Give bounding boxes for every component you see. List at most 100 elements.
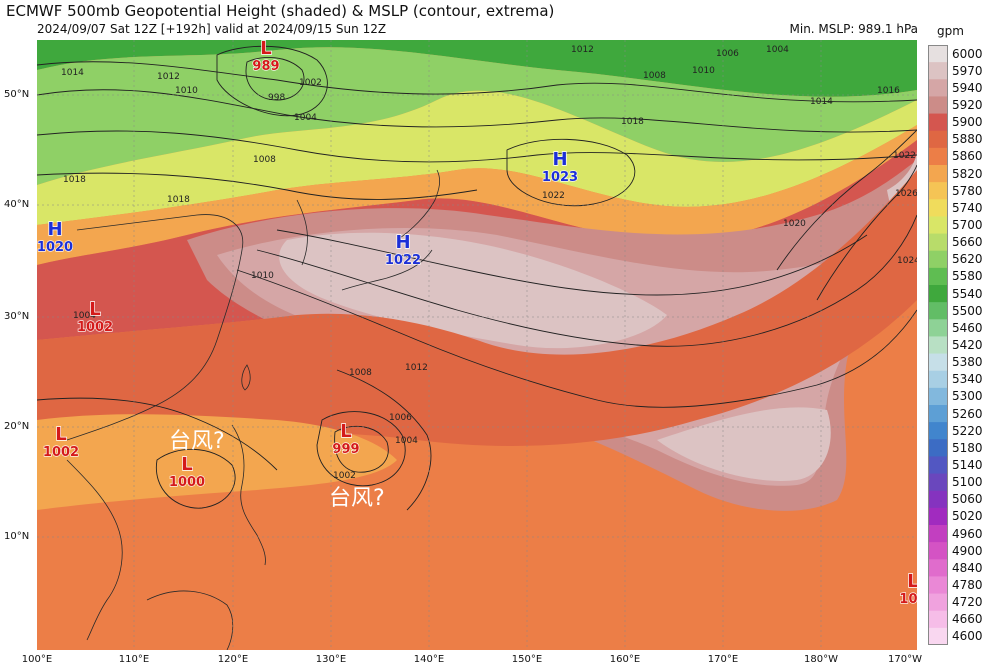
isobar-label: 1008 xyxy=(349,368,372,378)
annotation-layer: 台风? 台风? xyxy=(169,429,385,511)
colorbar-swatch xyxy=(928,456,948,475)
pressure-center-value: 1023 xyxy=(542,170,578,185)
pressure-center-letter: L xyxy=(340,421,351,442)
isobar-north-2 xyxy=(37,89,917,133)
lon-label-110e: 110°E xyxy=(118,654,150,665)
isobar-label: 1018 xyxy=(63,175,86,185)
isobar-south-1 xyxy=(37,397,278,471)
lon-label-170e: 170°E xyxy=(707,654,739,665)
height-band-yellowgreen xyxy=(37,90,917,225)
coastline-china xyxy=(66,214,244,441)
pressure-center-value: 1002 xyxy=(43,445,79,460)
colorbar-swatch xyxy=(928,62,948,80)
south-band-red xyxy=(37,170,917,460)
isobar-label: 1018 xyxy=(621,117,644,127)
colorbar-label: 5260 xyxy=(952,406,983,421)
colorbar-swatch xyxy=(928,473,948,492)
colorbar-swatch xyxy=(928,525,948,543)
colorbar-label: 5900 xyxy=(952,115,983,130)
colorbar-label: 5740 xyxy=(952,200,983,215)
isobar-label: 1016 xyxy=(877,86,900,96)
height-band-lightgreen xyxy=(37,47,917,186)
colorbar-swatch xyxy=(928,422,948,440)
isobar-label: 1010 xyxy=(692,66,715,76)
coastline-taiwan xyxy=(241,364,251,391)
pressure-center-letter: H xyxy=(552,149,567,170)
pressure-center-value: 100 xyxy=(899,592,917,607)
colorbar-swatch xyxy=(928,165,948,183)
coastline-borneo xyxy=(146,590,234,650)
lon-label-180w: 180°W xyxy=(804,654,838,665)
pressure-center-value: 999 xyxy=(332,442,359,457)
colorbar-swatch xyxy=(928,45,948,63)
pressure-center-value: 989 xyxy=(252,59,279,74)
pressure-center-letter: H xyxy=(395,232,410,253)
isobar-label: 1008 xyxy=(253,155,276,165)
isobar-label: 1004 xyxy=(395,436,418,446)
colorbar-label: 5100 xyxy=(952,475,983,490)
pressure-center-letter: L xyxy=(55,424,66,445)
colorbar-swatch xyxy=(928,405,948,423)
colorbar-border xyxy=(928,45,948,645)
typhoon-annotation: 台风? xyxy=(169,429,225,454)
colorbar-swatch xyxy=(928,285,948,303)
colorbar-label: 5140 xyxy=(952,458,983,472)
colorbar-swatch xyxy=(928,302,948,320)
colorbar-swatch xyxy=(928,542,948,560)
lat-lon-gridlines xyxy=(37,40,917,650)
coastline-japan xyxy=(341,169,441,291)
colorbar-label: 5500 xyxy=(952,303,983,318)
colorbar-label: 5460 xyxy=(952,320,983,335)
colorbar-swatch xyxy=(928,79,948,97)
pressure-center-letter: H xyxy=(47,219,62,240)
isobar-label: 1020 xyxy=(783,219,806,229)
lon-label-100e: 100°E xyxy=(21,654,53,665)
map-subtitle: 2024/09/07 Sat 12Z [+192h] valid at 2024… xyxy=(37,22,387,36)
colorbar-swatch xyxy=(928,387,948,406)
colorbar-swatch xyxy=(928,147,948,166)
colorbar-label: 5780 xyxy=(952,183,983,198)
height-band-orange xyxy=(37,125,917,265)
lat-label-50n: 50°N xyxy=(4,89,30,100)
colorbar-swatch xyxy=(928,336,948,355)
colorbar-label: 5300 xyxy=(952,389,983,404)
isobar-east-2 xyxy=(816,164,917,301)
colorbar-swatch xyxy=(928,439,948,457)
pressure-center-letter: L xyxy=(260,40,271,59)
lat-label-10n: 10°N xyxy=(4,531,30,542)
colorbar-swatch xyxy=(928,353,948,372)
lat-label-20n: 20°N xyxy=(4,421,30,432)
isobar-low-ring-1 xyxy=(216,45,328,117)
height-colorbar xyxy=(928,45,948,645)
isobar-label: 1010 xyxy=(175,86,198,96)
pressure-center-value: 1022 xyxy=(385,253,421,268)
pressure-center-value: 1000 xyxy=(169,475,205,490)
isobar-north-1 xyxy=(37,61,917,103)
min-mslp-readout: Min. MSLP: 989.1 hPa xyxy=(789,22,919,36)
colorbar-label: 5420 xyxy=(952,338,983,352)
pressure-center-letter: L xyxy=(907,571,917,592)
coastline-korea xyxy=(296,199,308,266)
colorbar-label: 5620 xyxy=(952,252,983,267)
north-pacific-core xyxy=(657,407,831,481)
colorbar-label: 4660 xyxy=(952,612,983,627)
colorbar-label: 5920 xyxy=(952,98,983,112)
colorbar-label: 5580 xyxy=(952,269,983,284)
lat-label-40n: 40°N xyxy=(4,199,30,210)
isobar-central-4 xyxy=(336,369,432,511)
lon-label-170w: 170°W xyxy=(888,654,922,665)
isobar-north-3 xyxy=(37,130,917,163)
height-band-green xyxy=(37,40,917,97)
colorbar-label: 5020 xyxy=(952,509,983,524)
isobar-low-ring-2 xyxy=(245,57,305,101)
isobar-label: 1010 xyxy=(251,271,274,281)
isobar-label: 1012 xyxy=(571,45,594,55)
colorbar-label: 4720 xyxy=(952,595,983,610)
